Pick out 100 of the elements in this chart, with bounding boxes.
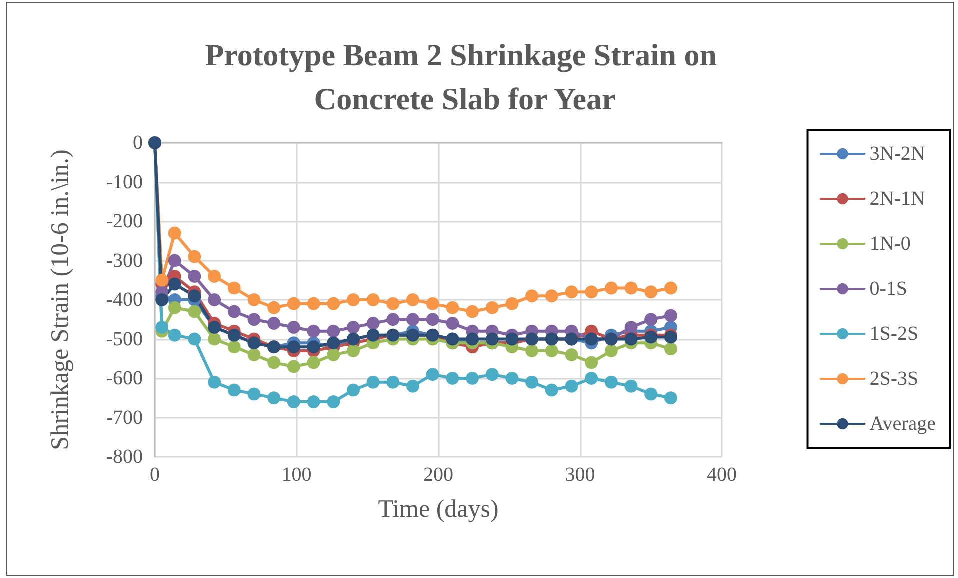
point (228, 340, 241, 354)
point (228, 384, 241, 397)
point (248, 388, 261, 401)
point (366, 294, 380, 306)
point (624, 332, 638, 346)
point (466, 305, 480, 318)
point (486, 368, 499, 382)
point (268, 301, 281, 314)
point (624, 282, 638, 295)
point (426, 368, 440, 382)
point (346, 344, 360, 358)
point (248, 313, 261, 326)
point (565, 286, 578, 299)
legend-label: 0-1S (870, 278, 908, 300)
point (366, 376, 380, 389)
point (406, 313, 420, 326)
point (466, 332, 480, 346)
point (644, 313, 658, 326)
point (446, 372, 460, 385)
point (406, 294, 420, 306)
point (545, 384, 558, 397)
x-tick-label: 100 (282, 464, 312, 486)
point (228, 305, 241, 318)
point (287, 340, 300, 354)
point (526, 376, 539, 389)
point (168, 254, 182, 268)
point (188, 290, 202, 303)
point (506, 332, 519, 346)
x-tick-label: 400 (707, 464, 737, 486)
point (446, 317, 460, 330)
point (604, 376, 618, 389)
point (327, 297, 340, 310)
point (156, 294, 169, 306)
point (188, 305, 202, 318)
point (327, 348, 340, 362)
point (565, 348, 578, 362)
point (168, 278, 182, 291)
point (446, 301, 460, 314)
point (346, 384, 360, 397)
point (228, 282, 241, 295)
point (168, 226, 182, 240)
y-tick-label: -600 (106, 368, 143, 390)
y-tick-label: -200 (106, 210, 143, 232)
point (188, 332, 202, 346)
point (664, 282, 678, 295)
legend-label: 1N-0 (870, 233, 911, 255)
point (506, 372, 519, 385)
point (585, 372, 598, 385)
point (664, 342, 678, 356)
point (168, 301, 182, 314)
y-axis-title: Shrinkage Strain (10-6 in.\in.) (47, 150, 74, 450)
point (386, 313, 400, 326)
point (426, 297, 440, 310)
point (168, 328, 182, 342)
point (188, 270, 202, 283)
y-tick-label: -300 (106, 250, 143, 272)
x-tick-label: 0 (150, 464, 160, 486)
point (426, 313, 440, 326)
point (366, 317, 380, 330)
point (307, 297, 320, 310)
point (486, 301, 499, 314)
legend-label: 3N-2N (870, 143, 926, 165)
y-tick-label: -500 (106, 328, 143, 350)
point (545, 344, 558, 358)
point (188, 250, 202, 264)
point (624, 320, 638, 334)
point (506, 297, 519, 310)
point (565, 380, 578, 393)
point (287, 320, 300, 334)
point (585, 356, 598, 370)
point (585, 286, 598, 299)
point (156, 320, 169, 334)
point (268, 317, 281, 330)
point (327, 396, 340, 409)
y-tick-label: -100 (106, 171, 143, 194)
point (208, 376, 222, 389)
point (248, 294, 261, 306)
point (604, 282, 618, 295)
point (156, 274, 169, 287)
x-axis-title: Time (days) (378, 496, 499, 523)
point (644, 286, 658, 299)
point (327, 324, 340, 338)
point (287, 396, 300, 409)
point (664, 392, 678, 405)
y-tick-label: -700 (106, 406, 143, 429)
point (287, 297, 300, 310)
y-tick-label: 0 (133, 132, 143, 154)
point (307, 396, 320, 409)
legend-label: 1S-2S (870, 323, 919, 345)
point (327, 336, 340, 350)
point (208, 270, 222, 283)
y-tick-label: -800 (106, 446, 143, 468)
legend-label: Average (870, 413, 936, 435)
point (644, 388, 658, 401)
point (287, 360, 300, 374)
legend-label: 2S-3S (870, 368, 919, 390)
point (486, 332, 499, 346)
point (386, 376, 400, 389)
point (526, 344, 539, 358)
point (386, 297, 400, 310)
